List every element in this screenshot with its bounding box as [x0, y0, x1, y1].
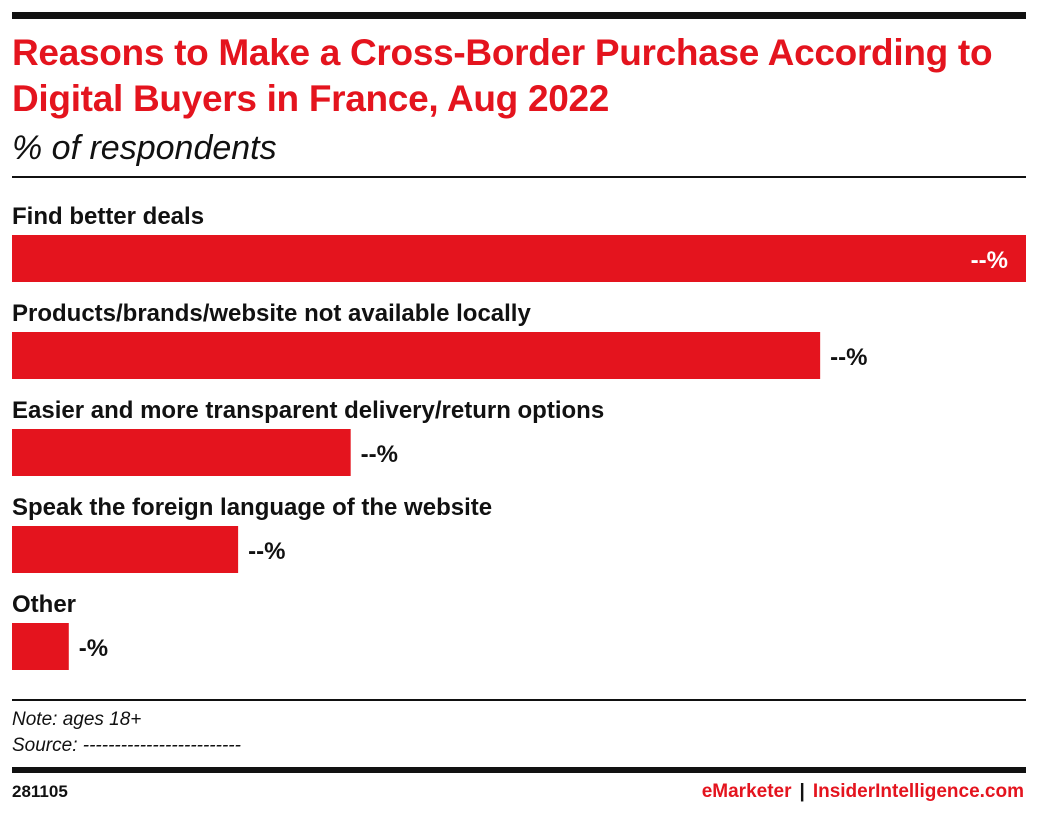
footer-brand: eMarketer | InsiderIntelligence.com	[702, 780, 1024, 804]
top-rule	[12, 12, 1026, 19]
category-label: Find better deals	[12, 203, 204, 230]
insider-intelligence-link[interactable]: InsiderIntelligence.com	[812, 781, 1024, 802]
note-rule	[12, 699, 1026, 701]
chart-source: Source: -------------------------	[12, 735, 241, 756]
bar	[12, 429, 351, 476]
value-label: --%	[971, 247, 1008, 274]
bar	[12, 526, 239, 573]
chart-title: Reasons to Make a Cross-Border Purchase …	[12, 32, 993, 119]
bar	[12, 235, 1026, 282]
brand-separator: |	[799, 781, 805, 802]
bottom-rule	[12, 767, 1026, 773]
value-label: -%	[79, 635, 108, 662]
value-label: --%	[361, 441, 398, 468]
category-label: Products/brands/website not available lo…	[12, 300, 531, 327]
category-label: Other	[12, 591, 76, 618]
bar	[12, 623, 69, 670]
value-label: --%	[830, 344, 867, 371]
chart-id: 281105	[12, 782, 68, 801]
chart-subtitle: % of respondents	[12, 129, 277, 167]
value-label: --%	[248, 538, 285, 565]
category-label: Speak the foreign language of the websit…	[12, 494, 492, 521]
category-label: Easier and more transparent delivery/ret…	[12, 397, 604, 424]
emarketer-logo-text: eMarketer	[701, 781, 792, 802]
subtitle-rule	[12, 176, 1026, 178]
chart-note: Note: ages 18+	[12, 709, 142, 730]
bar	[12, 332, 821, 379]
bar-chart: Find better deals --% Products/brands/webs…	[12, 203, 1026, 670]
